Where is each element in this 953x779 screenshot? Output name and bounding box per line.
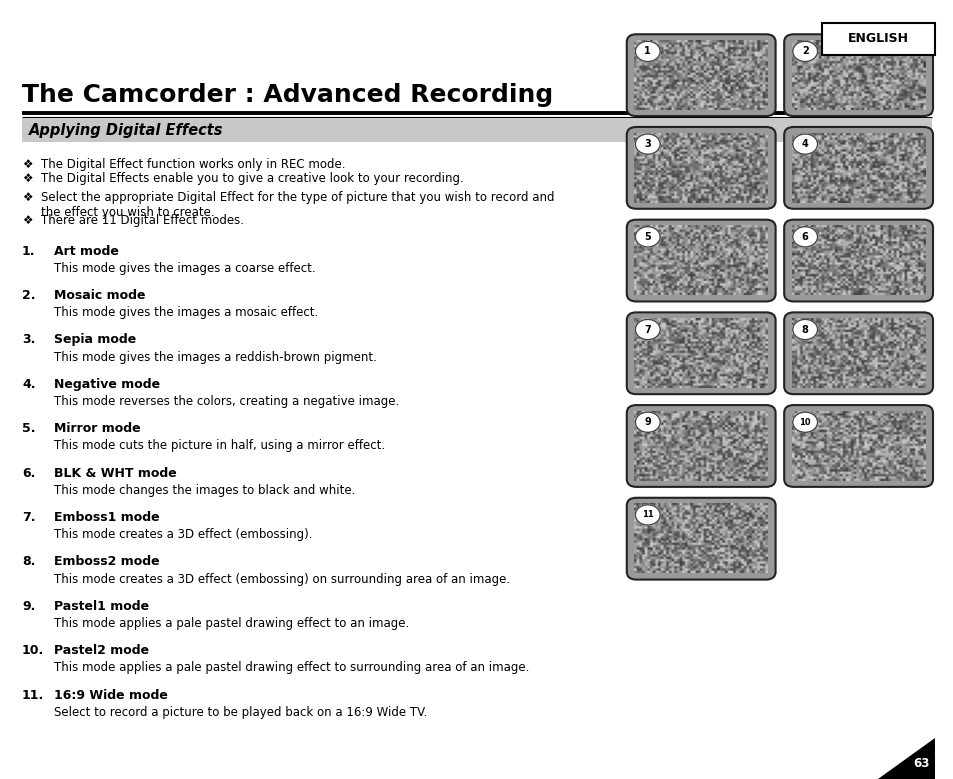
Text: 4.: 4. (22, 378, 35, 391)
Circle shape (792, 227, 817, 247)
Text: Emboss2 mode: Emboss2 mode (54, 555, 160, 569)
FancyBboxPatch shape (783, 127, 932, 209)
Text: Pastel2 mode: Pastel2 mode (54, 644, 150, 657)
Text: This mode gives the images a coarse effect.: This mode gives the images a coarse effe… (54, 262, 315, 275)
Text: This mode gives the images a mosaic effect.: This mode gives the images a mosaic effe… (54, 306, 318, 319)
Circle shape (635, 41, 659, 62)
Text: 8.: 8. (22, 555, 35, 569)
Text: This mode cuts the picture in half, using a mirror effect.: This mode cuts the picture in half, usin… (54, 439, 385, 453)
Text: This mode gives the images a reddish-brown pigment.: This mode gives the images a reddish-bro… (54, 351, 376, 364)
Text: 2.: 2. (22, 289, 35, 302)
Text: Art mode: Art mode (54, 245, 119, 258)
Text: 3: 3 (643, 139, 651, 149)
FancyBboxPatch shape (626, 220, 775, 301)
Text: This mode applies a pale pastel drawing effect to surrounding area of an image.: This mode applies a pale pastel drawing … (54, 661, 529, 675)
Text: BLK & WHT mode: BLK & WHT mode (54, 467, 177, 480)
Text: 63: 63 (912, 756, 929, 770)
Circle shape (635, 505, 659, 525)
Text: This mode creates a 3D effect (embossing).: This mode creates a 3D effect (embossing… (54, 528, 313, 541)
Text: 6.: 6. (22, 467, 35, 480)
FancyBboxPatch shape (821, 23, 934, 55)
Text: 10.: 10. (22, 644, 44, 657)
Text: 1: 1 (643, 47, 651, 56)
Text: 3.: 3. (22, 333, 35, 347)
FancyBboxPatch shape (783, 312, 932, 394)
Text: The Digital Effect function works only in REC mode.: The Digital Effect function works only i… (41, 158, 345, 171)
FancyBboxPatch shape (626, 312, 775, 394)
Circle shape (792, 41, 817, 62)
FancyBboxPatch shape (783, 220, 932, 301)
Text: 8: 8 (801, 325, 808, 334)
Text: Negative mode: Negative mode (54, 378, 160, 391)
Text: This mode creates a 3D effect (embossing) on surrounding area of an image.: This mode creates a 3D effect (embossing… (54, 573, 510, 586)
Text: 2: 2 (801, 47, 808, 56)
Text: the effect you wish to create.: the effect you wish to create. (41, 206, 214, 220)
FancyBboxPatch shape (783, 405, 932, 487)
FancyBboxPatch shape (626, 34, 775, 116)
Text: Pastel1 mode: Pastel1 mode (54, 600, 150, 613)
FancyBboxPatch shape (626, 127, 775, 209)
Circle shape (635, 227, 659, 247)
Text: 9.: 9. (22, 600, 35, 613)
FancyBboxPatch shape (783, 34, 932, 116)
Circle shape (635, 134, 659, 154)
Text: The Digital Effects enable you to give a creative look to your recording.: The Digital Effects enable you to give a… (41, 172, 463, 185)
FancyBboxPatch shape (22, 118, 931, 142)
Text: 11: 11 (641, 510, 653, 520)
Text: 6: 6 (801, 232, 808, 241)
Circle shape (792, 134, 817, 154)
Text: 4: 4 (801, 139, 808, 149)
Text: ❖: ❖ (22, 191, 32, 204)
Text: 9: 9 (643, 418, 651, 427)
FancyBboxPatch shape (626, 498, 775, 580)
Text: ❖: ❖ (22, 214, 32, 227)
Text: ENGLISH: ENGLISH (847, 33, 908, 45)
Text: Applying Digital Effects: Applying Digital Effects (29, 122, 223, 138)
Text: ❖: ❖ (22, 172, 32, 185)
Circle shape (792, 412, 817, 432)
Text: 7.: 7. (22, 511, 35, 524)
Text: Select the appropriate Digital Effect for the type of picture that you wish to r: Select the appropriate Digital Effect fo… (41, 191, 554, 204)
Text: This mode applies a pale pastel drawing effect to an image.: This mode applies a pale pastel drawing … (54, 617, 409, 630)
Text: Mosaic mode: Mosaic mode (54, 289, 146, 302)
Text: ❖: ❖ (22, 158, 32, 171)
Text: 11.: 11. (22, 689, 44, 702)
FancyBboxPatch shape (626, 405, 775, 487)
Text: The Camcorder : Advanced Recording: The Camcorder : Advanced Recording (22, 83, 553, 108)
Text: Emboss1 mode: Emboss1 mode (54, 511, 160, 524)
Circle shape (792, 319, 817, 340)
Polygon shape (877, 738, 934, 779)
Text: 5: 5 (643, 232, 651, 241)
Text: 7: 7 (643, 325, 651, 334)
Text: 16:9 Wide mode: 16:9 Wide mode (54, 689, 168, 702)
Text: 5.: 5. (22, 422, 35, 435)
Text: Sepia mode: Sepia mode (54, 333, 136, 347)
Text: Select to record a picture to be played back on a 16:9 Wide TV.: Select to record a picture to be played … (54, 706, 427, 719)
Text: This mode changes the images to black and white.: This mode changes the images to black an… (54, 484, 355, 497)
Text: 1.: 1. (22, 245, 35, 258)
Circle shape (635, 319, 659, 340)
Text: There are 11 Digital Effect modes.: There are 11 Digital Effect modes. (41, 214, 244, 227)
Circle shape (635, 412, 659, 432)
Text: 10: 10 (799, 418, 810, 427)
Text: Mirror mode: Mirror mode (54, 422, 141, 435)
Text: This mode reverses the colors, creating a negative image.: This mode reverses the colors, creating … (54, 395, 399, 408)
